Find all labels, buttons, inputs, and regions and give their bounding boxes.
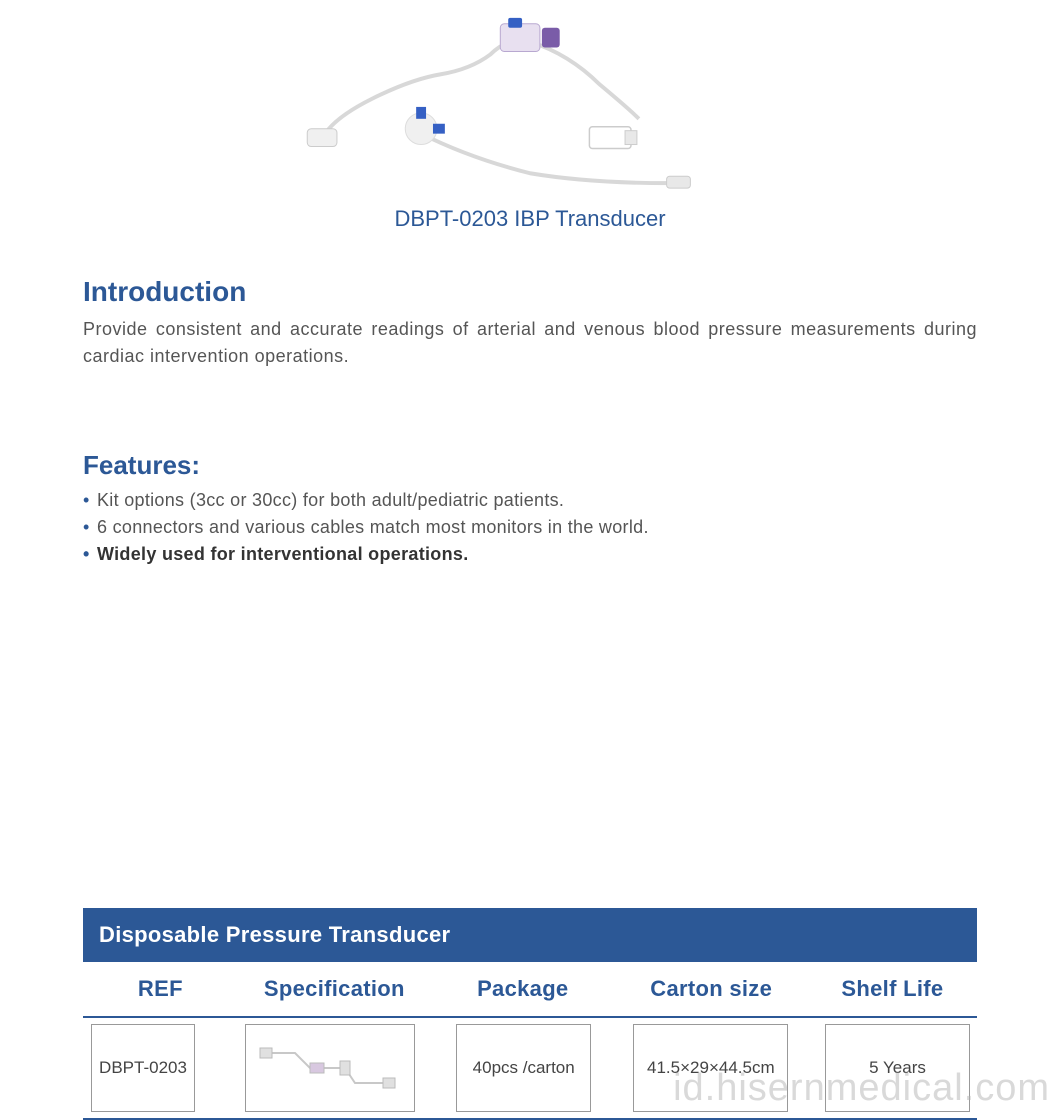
introduction-heading: Introduction [83, 276, 977, 308]
table-title-bar: Disposable Pressure Transducer [83, 908, 977, 962]
col-header-ref: REF [91, 976, 230, 1002]
cell-spec [245, 1024, 415, 1112]
feature-item: Kit options (3cc or 30cc) for both adult… [83, 487, 977, 514]
feature-item: Widely used for interventional operation… [83, 541, 977, 568]
col-header-spec: Specification [246, 976, 423, 1002]
cell-package: 40pcs /carton [456, 1024, 591, 1112]
features-heading: Features: [83, 450, 977, 481]
col-header-carton: Carton size [623, 976, 800, 1002]
product-illustration [290, 0, 770, 198]
cell-ref: DBPT-0203 [91, 1024, 195, 1112]
watermark-text: id.hisernmedical.com [673, 1067, 1050, 1110]
table-column-headers: REF Specification Package Carton size Sh… [83, 962, 977, 1018]
product-image-area: DBPT-0203 IBP Transducer [83, 0, 977, 240]
spec-diagram-icon [255, 1033, 405, 1103]
col-header-shelf: Shelf Life [816, 976, 969, 1002]
product-caption: DBPT-0203 IBP Transducer [394, 206, 665, 232]
feature-item: 6 connectors and various cables match mo… [83, 514, 977, 541]
introduction-text: Provide consistent and accurate readings… [83, 316, 977, 370]
col-header-package: Package [439, 976, 607, 1002]
feature-list: Kit options (3cc or 30cc) for both adult… [83, 487, 977, 568]
